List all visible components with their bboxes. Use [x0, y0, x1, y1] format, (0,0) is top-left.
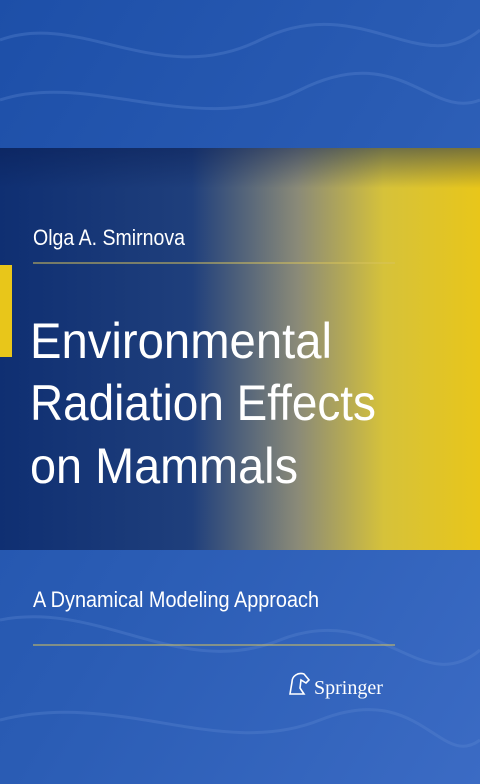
title-band-shade	[0, 148, 480, 550]
publisher: Springer	[314, 677, 383, 699]
accent-bar	[0, 265, 12, 357]
title-line: Environmental	[30, 313, 332, 369]
marble-pattern	[0, 22, 480, 748]
publisher-logo	[289, 672, 311, 695]
subtitle: A Dynamical Modeling Approach	[33, 587, 319, 612]
title-line: Radiation Effects	[30, 375, 376, 431]
title-line: on Mammals	[30, 438, 298, 494]
author: Olga A. Smirnova	[33, 225, 186, 250]
